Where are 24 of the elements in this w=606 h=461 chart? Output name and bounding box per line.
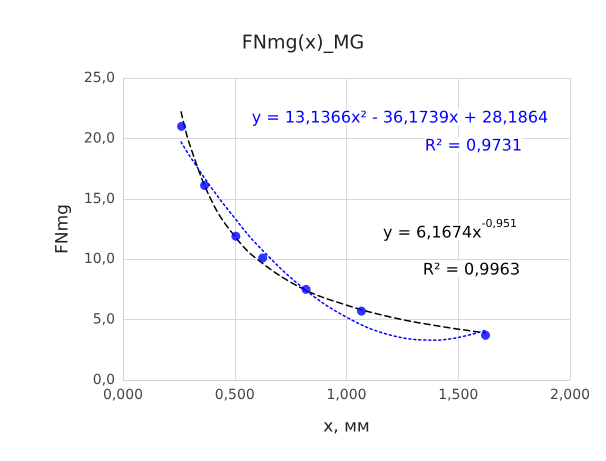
x-axis-title: x, мм bbox=[323, 416, 370, 436]
annotation: R² = 0,9731 bbox=[424, 136, 522, 154]
point bbox=[231, 232, 240, 241]
point bbox=[177, 122, 186, 131]
point bbox=[481, 330, 490, 340]
y-tick-label: 25,0 bbox=[84, 70, 115, 86]
x-tick-label: 0,000 bbox=[102, 387, 144, 403]
point bbox=[302, 284, 311, 294]
chart-title: FNmg(x)_MG bbox=[242, 32, 364, 54]
y-tick-label: 10,0 bbox=[84, 251, 115, 268]
point bbox=[258, 253, 268, 262]
y-tick-label: 20,0 bbox=[84, 130, 115, 146]
x-tick-label: 0,500 bbox=[214, 387, 255, 403]
point bbox=[200, 181, 210, 190]
annotation: R² = 0,9963 bbox=[422, 260, 520, 278]
y-axis-title: FNmg bbox=[52, 204, 72, 254]
y-tick-label: 0,0 bbox=[92, 372, 115, 388]
point bbox=[356, 306, 366, 316]
y-tick-label: 15,0 bbox=[84, 190, 115, 207]
y-tick-label: 5,0 bbox=[92, 312, 115, 328]
x-tick-label: 2,000 bbox=[550, 387, 590, 403]
annotation: y = 13,1366x² - 36,1739x + 28,1864 bbox=[252, 108, 548, 126]
x-tick-label: 1,000 bbox=[326, 387, 367, 403]
x-tick-label: 1,500 bbox=[438, 387, 478, 403]
